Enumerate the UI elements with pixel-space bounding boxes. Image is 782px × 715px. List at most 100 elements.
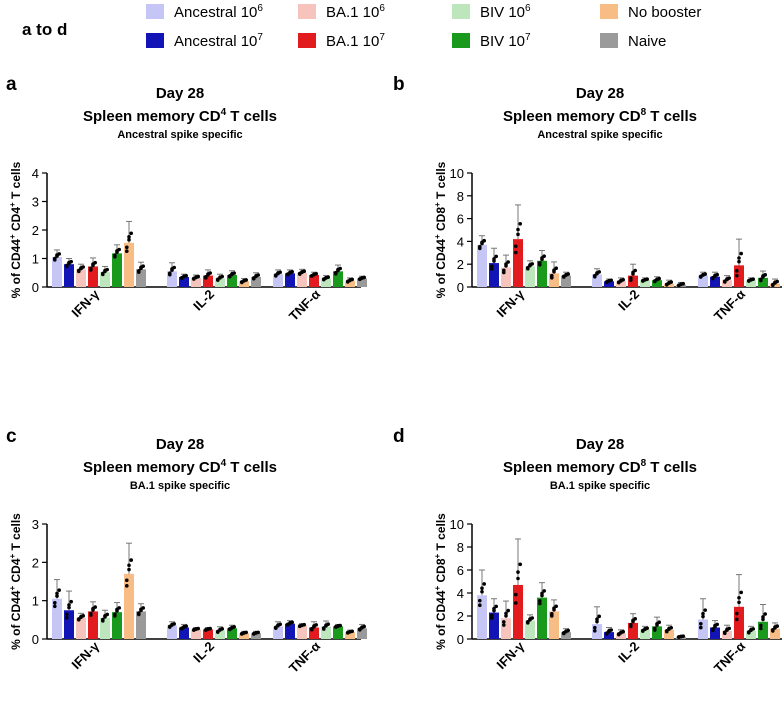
- bar: [52, 257, 62, 287]
- data-point: [605, 631, 609, 635]
- data-point: [288, 621, 292, 625]
- bar: [477, 595, 487, 639]
- bar: [501, 618, 511, 639]
- data-point: [254, 630, 258, 635]
- data-point: [759, 623, 763, 628]
- data-point: [667, 280, 671, 285]
- data-point: [540, 256, 544, 260]
- bar: [604, 281, 614, 287]
- y-tick-label: 2: [32, 555, 39, 570]
- data-point: [79, 614, 83, 619]
- legend-label: Naive: [628, 33, 666, 50]
- panel-letter: c: [6, 426, 17, 447]
- data-point: [276, 623, 280, 627]
- x-tick-label: TNF-α: [286, 639, 323, 676]
- data-point: [631, 618, 635, 623]
- legend-item: Naive: [600, 33, 666, 50]
- panel-letter: d: [393, 426, 405, 447]
- y-tick-label: 3: [32, 517, 39, 532]
- bar: [698, 619, 708, 639]
- y-tick-label: 3: [32, 195, 39, 210]
- data-point: [274, 625, 278, 630]
- chart-title: Spleen memory CD4 T cells: [83, 107, 277, 125]
- data-point: [735, 617, 739, 622]
- data-point: [699, 625, 703, 630]
- data-point: [125, 584, 129, 588]
- data-point: [139, 265, 143, 270]
- legend-swatch: [298, 4, 316, 19]
- data-point: [713, 623, 717, 628]
- bar: [88, 266, 98, 287]
- data-point: [125, 578, 129, 583]
- data-point: [490, 264, 494, 268]
- legend-item: No booster: [600, 4, 701, 21]
- data-point: [91, 262, 95, 266]
- bar: [501, 267, 511, 287]
- data-point: [113, 612, 117, 616]
- data-point: [324, 275, 328, 280]
- data-point: [334, 270, 338, 275]
- data-point: [53, 256, 57, 261]
- x-tick-label: IFN-γ: [494, 286, 528, 320]
- data-point: [597, 614, 601, 619]
- data-point: [206, 627, 210, 631]
- data-point: [490, 267, 494, 271]
- data-point: [725, 627, 729, 632]
- panel-letter: a: [6, 74, 17, 95]
- bar: [722, 280, 732, 287]
- data-point: [137, 269, 141, 273]
- y-tick-label: 0: [32, 632, 39, 647]
- y-axis-label: % of CD44+ CD4+ T cells: [8, 161, 23, 298]
- data-point: [593, 273, 597, 278]
- data-point: [747, 630, 751, 634]
- legend-swatch: [452, 33, 470, 48]
- bar: [273, 274, 283, 287]
- data-point: [629, 276, 633, 280]
- x-tick-label: IL-2: [190, 287, 217, 314]
- legend-item: BA.1 107: [298, 32, 385, 50]
- y-tick-label: 10: [450, 517, 464, 532]
- data-point: [360, 276, 364, 280]
- data-point: [761, 615, 765, 619]
- bar: [525, 266, 535, 287]
- bar: [664, 283, 674, 287]
- data-point: [206, 272, 210, 276]
- data-point: [699, 621, 703, 626]
- data-point: [67, 605, 71, 610]
- bar: [513, 584, 523, 639]
- chart-title: Spleen memory CD8 T cells: [503, 458, 697, 476]
- data-point: [619, 278, 623, 283]
- bar: [758, 277, 768, 287]
- legend: Ancestral 106 Ancestral 107 BA.1 106 BA.1 1…: [146, 3, 701, 50]
- data-point: [322, 626, 326, 630]
- data-point: [737, 256, 741, 260]
- chart-subtitle: BA.1 spike specific: [550, 480, 650, 492]
- y-tick-label: 4: [457, 234, 464, 249]
- bar: [321, 278, 331, 287]
- data-point: [514, 244, 518, 249]
- data-point: [55, 253, 59, 257]
- data-point: [665, 628, 669, 633]
- bar: [203, 275, 213, 287]
- bar: [549, 273, 559, 287]
- bar: [592, 274, 602, 287]
- data-point: [550, 273, 554, 278]
- y-tick-label: 1: [32, 252, 39, 267]
- chart-panel-d: d Day 28 Spleen memory CD8 T cells BA.1 spi…: [393, 426, 782, 676]
- legend-label: BA.1 106: [326, 3, 385, 21]
- y-tick-label: 0: [457, 632, 464, 647]
- bar: [215, 630, 225, 639]
- data-point: [91, 606, 95, 611]
- bar: [333, 626, 343, 639]
- y-tick-label: 0: [32, 280, 39, 295]
- data-point: [113, 253, 117, 257]
- bar: [477, 244, 487, 287]
- data-point: [723, 279, 727, 283]
- bar: [251, 633, 261, 639]
- data-point: [115, 249, 119, 253]
- data-point: [127, 238, 131, 242]
- data-point: [749, 627, 753, 632]
- bar: [297, 625, 307, 639]
- bar: [710, 276, 720, 287]
- bar: [357, 278, 367, 287]
